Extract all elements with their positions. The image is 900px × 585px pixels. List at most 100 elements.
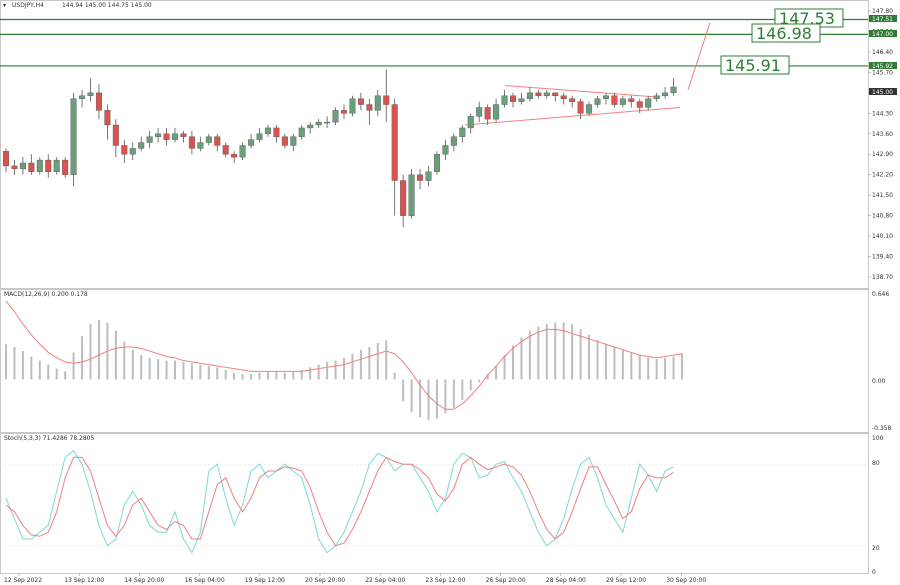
candle-body [87,92,94,96]
candle [290,133,297,152]
candle-body [188,136,195,149]
candle [611,92,618,108]
price-tag-2-text: 147.00 [872,31,893,38]
candle [467,113,474,134]
symbol-menu-icon[interactable]: ▾ [3,2,6,9]
candle [476,101,483,123]
candle [543,89,550,99]
time-tick-label: 23 Sep 12:00 [425,577,465,584]
triangle-upper-line [504,85,661,98]
macd-signal-line [5,300,683,410]
breakout-projection-line [687,22,711,91]
candle-body [104,110,111,126]
candle-body [645,98,652,108]
candle [484,104,491,125]
candle-body [214,136,221,146]
candle-body [256,133,263,140]
time-tick-label: 14 Sep 20:00 [124,577,164,584]
candle-body [324,121,331,124]
price-tick-label: 147.80 [872,8,893,15]
level-label-3: 145.91 [720,55,790,75]
candle-body [484,107,491,120]
macd-scale-zero: 0.00 [872,378,886,385]
candle [36,157,43,175]
candle-body [11,165,18,170]
triangle-lower-line [464,106,681,126]
price-tick-label: 146.40 [872,49,893,56]
candle-body [628,98,635,102]
candle-body [442,145,449,155]
candle [425,165,432,187]
candle [408,168,415,219]
candle-body [476,107,483,117]
candle-body [205,136,212,143]
candle-body [138,142,145,149]
macd-indicator [5,300,683,421]
time-tick-label: 28 Sep 04:00 [546,577,586,584]
candle [535,89,542,99]
stoch-k-line [5,449,674,554]
candle-body [400,180,407,216]
time-tick-label: 29 Sep 12:00 [606,577,646,584]
candle [653,92,660,102]
candle-body [450,136,457,146]
price-pane [0,0,869,289]
time-tick-label: 13 Sep 12:00 [64,577,104,584]
candle-body [248,139,255,146]
candle [501,89,508,108]
candle-body [374,95,381,111]
macd-pane [0,289,869,433]
price-tick-label: 143.60 [872,131,893,138]
candle [493,98,500,123]
candle-body [636,101,643,108]
candle-body [493,104,500,120]
candle-body [290,136,297,146]
candle-body [594,98,601,105]
candle-body [366,104,373,111]
candle [442,139,449,161]
candle-body [433,154,440,172]
price-tag-3-text: 145.92 [872,63,893,70]
candle [19,157,26,175]
candle [138,136,145,152]
candle [197,136,204,152]
candle-body [459,127,466,137]
candle-body [535,92,542,96]
current-price-tag [869,88,897,95]
candle-body [526,92,533,99]
candle-body [510,95,517,102]
candle [366,98,373,125]
candle-body [273,127,280,137]
candle [3,148,9,172]
candle-body [121,145,128,155]
level-value-1: 147.53 [779,9,835,28]
time-tick-label: 30 Sep 20:00 [666,577,706,584]
candle-body [70,98,77,175]
time-tick-label: 22 Sep 04:00 [365,577,405,584]
candle [433,151,440,175]
candle-body [349,98,356,114]
time-tick-label: 16 Sep 04:00 [185,577,225,584]
candle [602,92,609,105]
candle-body [231,154,238,158]
price-tick-label: 140.10 [872,233,893,240]
candle-body [222,145,229,155]
price-tag-3 [869,62,897,69]
candle-body [171,133,178,140]
candle [146,130,153,149]
candle [273,125,280,143]
level-label-2: 146.98 [751,23,821,43]
candle-body [670,86,677,94]
price-tag-1 [869,15,897,22]
stoch-scale-20: 20 [872,545,880,552]
candle-body [163,133,170,140]
candle [518,92,525,105]
candle-body [155,133,162,137]
candle [28,154,35,175]
candle-body [197,142,204,149]
trendlines [464,22,711,126]
stoch-label: Stoch(5,3,3) 71.4286 78.2805 [4,435,95,442]
candle-body [569,98,576,102]
candle [619,95,626,108]
candle-body [3,151,9,167]
